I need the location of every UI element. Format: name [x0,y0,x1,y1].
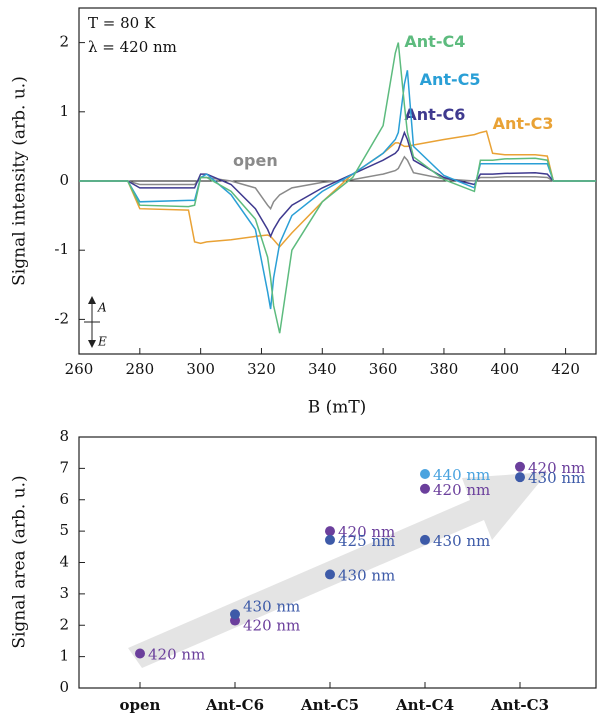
data-point [420,534,430,545]
point-label: 425 nm [338,532,395,550]
arrow-head [88,340,96,348]
data-point [420,469,430,480]
x-tick-label: 420 [551,360,580,378]
data-point [515,461,525,472]
x-tick-label: Ant-C3 [490,696,549,714]
data-point [420,483,430,494]
y-tick-label: 1 [59,647,69,665]
annotation: E [97,335,107,349]
data-point [325,534,335,545]
annotation: T = 80 K [88,14,156,32]
annotation: λ = 420 nm [88,38,177,56]
x-axis-label: B (mT) [308,398,367,418]
y-tick-label: 1 [59,102,69,120]
x-tick-label: open [120,696,161,714]
y-tick-label: 3 [59,584,69,602]
y-tick-label: 0 [59,171,69,189]
point-label: 430 nm [338,566,395,584]
series-label: Ant-C3 [493,114,554,133]
annotation: A [97,301,107,315]
y-axis-label: Signal area (arb. u.) [10,475,30,648]
spectrum-line [79,42,596,334]
x-tick-label: 340 [308,360,337,378]
y-axis-label: Signal intensity (arb. u.) [10,76,30,286]
x-tick-label: Ant-C6 [205,696,264,714]
data-point [230,609,240,620]
y-tick-label: 2 [59,615,69,633]
y-tick-label: 0 [59,678,69,696]
x-tick-label: 300 [186,360,215,378]
data-point [325,569,335,580]
point-label: 430 nm [528,469,585,487]
series-label: Ant-C4 [404,32,465,51]
series-label: Ant-C6 [404,105,465,124]
x-tick-label: Ant-C4 [395,696,454,714]
y-tick-label: 2 [59,33,69,51]
x-tick-label: Ant-C5 [300,696,359,714]
x-tick-label: 320 [247,360,276,378]
y-tick-label: 6 [59,490,69,508]
point-label: 420 nm [243,617,300,635]
point-label: 440 nm [433,466,490,484]
x-tick-label: 260 [65,360,94,378]
x-tick-label: 380 [430,360,459,378]
y-tick-label: -2 [54,309,69,327]
data-point [135,648,145,659]
y-tick-label: 8 [59,427,69,445]
point-label: 430 nm [433,532,490,550]
y-tick-label: 5 [59,521,69,539]
point-label: 420 nm [338,523,395,541]
spectrum-line [79,130,596,239]
point-label: 420 nm [528,459,585,477]
y-tick-label: 7 [59,458,69,476]
point-label: 420 nm [433,481,490,499]
arrow-head [88,296,96,304]
point-label: 420 nm [148,645,205,663]
y-tick-label: 4 [59,553,69,571]
series-label: open [233,151,278,170]
x-tick-label: 360 [369,360,398,378]
series-label: Ant-C5 [420,70,481,89]
x-tick-label: 400 [490,360,519,378]
point-label: 430 nm [243,597,300,615]
data-point [515,472,525,483]
x-tick-label: 280 [126,360,155,378]
data-point [325,526,335,537]
y-tick-label: -1 [54,240,69,258]
